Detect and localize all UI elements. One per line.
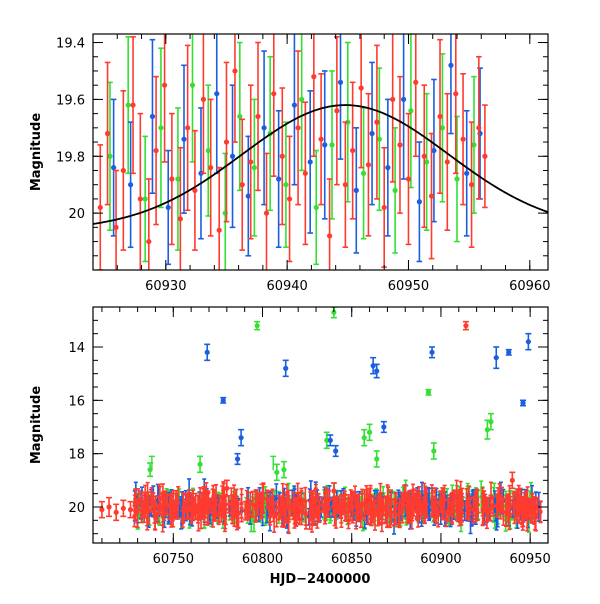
data-point-blue	[520, 400, 526, 405]
data-point-red	[381, 148, 387, 267]
bottom-panel: 60750 60800 60850 60900 60950 14 16 18 20 Magnit…	[29, 307, 551, 587]
data-point-green	[281, 462, 287, 478]
y-tick-label: 18	[68, 448, 85, 463]
data-point-blue	[150, 40, 156, 194]
data-point-blue	[165, 151, 171, 265]
data-point-blue	[327, 435, 333, 446]
data-point-red	[138, 114, 144, 285]
data-point-green	[367, 424, 373, 440]
data-point-green	[254, 322, 260, 330]
data-point-blue	[235, 454, 241, 465]
data-point-red	[99, 502, 105, 518]
data-point-red	[153, 77, 159, 225]
data-point-blue	[220, 398, 226, 403]
x-tick-label: 60960	[509, 279, 550, 294]
limit-marker-green	[270, 456, 276, 470]
data-point-green	[274, 464, 280, 480]
data-point-blue	[276, 111, 282, 247]
x-tick-label: 60940	[266, 279, 307, 294]
data-point-red	[334, 37, 340, 185]
data-point-red	[482, 105, 488, 207]
data-point-green	[283, 122, 289, 247]
data-point-blue	[429, 347, 435, 358]
data-point-green	[374, 451, 380, 467]
data-point-red	[350, 82, 356, 218]
x-tick-label: 60800	[242, 552, 283, 567]
bottom-x-axis-label: HJD−2400000	[270, 572, 371, 587]
data-point-blue	[525, 334, 531, 350]
data-point-green	[425, 390, 431, 395]
data-point-red	[463, 322, 469, 330]
data-point-red	[279, 88, 285, 224]
data-point-blue	[338, 6, 344, 160]
y-tick-label: 16	[68, 394, 85, 409]
data-point-blue	[464, 111, 470, 236]
data-point-red	[97, 145, 103, 270]
data-point-blue	[493, 347, 499, 368]
data-point-red	[121, 91, 127, 250]
data-point-red	[169, 114, 175, 245]
data-point-red	[295, 51, 301, 205]
data-point-blue	[353, 128, 359, 253]
data-point-red	[113, 504, 119, 520]
data-point-red	[287, 136, 293, 261]
data-point-red	[460, 74, 466, 205]
top-y-axis-label: Magnitude	[29, 113, 44, 192]
data-point-blue	[204, 344, 210, 360]
data-point-blue	[238, 430, 244, 446]
data-point-green	[299, 28, 305, 170]
data-point-blue	[181, 65, 187, 213]
x-tick-label: 60930	[145, 279, 186, 294]
data-point-green	[252, 99, 258, 235]
data-point-red	[162, 8, 168, 162]
y-tick-label: 19.4	[56, 37, 85, 52]
x-tick-label: 60850	[331, 552, 372, 567]
data-point-blue	[322, 71, 328, 219]
y-tick-label: 19.6	[56, 93, 85, 108]
data-point-blue	[292, 25, 298, 184]
data-point-red	[311, 0, 317, 156]
data-point-red	[216, 168, 222, 293]
y-tick-label: 14	[68, 341, 85, 356]
data-point-red	[106, 498, 112, 517]
data-point-blue	[448, 0, 454, 134]
data-point-red	[303, 102, 309, 244]
data-point-blue	[417, 142, 423, 261]
top-panel: 60930 60940 60950 60960 19.4 19.6 19.8 20 Magni…	[29, 0, 550, 304]
y-tick-label: 20	[68, 207, 85, 222]
data-point-green	[197, 456, 203, 472]
data-point-red	[185, 45, 191, 210]
y-tick-label: 19.8	[56, 150, 85, 165]
data-point-blue	[381, 422, 387, 433]
x-tick-label: 60950	[509, 552, 550, 567]
data-point-green	[158, 48, 164, 207]
data-point-red	[366, 94, 372, 236]
data-point-green	[361, 430, 367, 446]
data-point-red	[444, 94, 450, 230]
x-tick-label: 60950	[388, 279, 429, 294]
data-point-green	[431, 443, 437, 459]
data-point-red	[271, 11, 277, 176]
bottom-plot-area	[99, 307, 543, 534]
y-tick-label: 20	[68, 501, 85, 516]
data-point-green	[488, 414, 494, 430]
data-point-blue	[283, 360, 289, 376]
data-point-blue	[385, 99, 391, 235]
data-point-blue	[333, 446, 339, 457]
data-point-red	[318, 74, 324, 205]
x-tick-label: 60750	[153, 552, 194, 567]
bottom-y-axis-label: Magnitude	[29, 386, 44, 465]
data-point-blue	[506, 350, 512, 355]
top-plot-area	[93, 0, 548, 304]
data-point-blue	[369, 62, 375, 204]
data-point-blue	[401, 20, 407, 179]
data-point-red	[120, 500, 126, 516]
data-point-red	[397, 77, 403, 213]
data-point-red	[413, 8, 419, 156]
x-tick-label: 60900	[420, 552, 461, 567]
data-point-green	[313, 151, 319, 265]
